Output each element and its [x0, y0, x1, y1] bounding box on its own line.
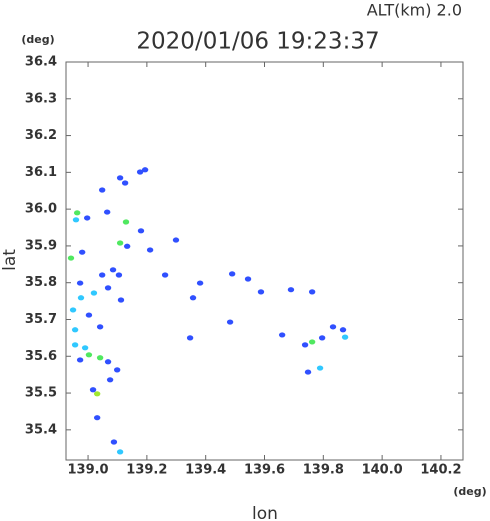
plot-frame	[65, 61, 464, 461]
echo-point	[98, 187, 106, 193]
y-tick-label: 35.4	[25, 422, 57, 437]
echo-point	[110, 439, 118, 445]
x-tick-label: 139.0	[67, 463, 108, 478]
echo-point	[141, 167, 149, 173]
echo-point	[73, 210, 81, 216]
echo-point	[109, 267, 117, 273]
echo-point	[121, 180, 129, 186]
echo-point	[136, 169, 144, 175]
echo-point	[71, 327, 79, 333]
echo-point	[85, 352, 93, 358]
echo-point	[104, 359, 112, 365]
x-tick-label: 140.0	[362, 463, 403, 478]
y-axis-label: lat	[0, 249, 20, 271]
echo-point	[329, 324, 337, 330]
echo-point	[83, 215, 91, 221]
echo-point	[244, 276, 252, 282]
echo-point	[137, 228, 145, 234]
y-tick-label: 36.1	[25, 165, 57, 180]
chart-title: 2020/01/06 19:23:37	[136, 29, 379, 55]
echo-point	[85, 312, 93, 318]
echo-point	[318, 335, 326, 341]
echo-point	[115, 272, 123, 278]
echo-point	[69, 307, 77, 313]
y-tick-label: 35.9	[25, 238, 57, 253]
echo-point	[226, 319, 234, 325]
echo-point	[106, 377, 114, 383]
echo-point	[123, 243, 131, 249]
echo-point	[116, 449, 124, 455]
y-tick-label: 36.3	[25, 91, 57, 106]
echo-point	[339, 327, 347, 333]
echo-point	[117, 297, 125, 303]
echo-point	[71, 342, 79, 348]
echo-point	[308, 289, 316, 295]
x-tick-label: 139.6	[244, 463, 285, 478]
x-tick-label: 139.2	[126, 463, 167, 478]
x-unit: (deg)	[453, 485, 486, 498]
echo-point	[96, 324, 104, 330]
echo-point	[76, 280, 84, 286]
echo-point	[301, 342, 309, 348]
echo-point	[93, 415, 101, 421]
y-tick-label: 36.2	[25, 128, 57, 143]
echo-point	[78, 249, 86, 255]
x-tick-label: 139.8	[303, 463, 344, 478]
y-tick-label: 35.5	[25, 386, 57, 401]
echo-point	[104, 285, 112, 291]
echo-point	[116, 175, 124, 181]
echo-point	[90, 290, 98, 296]
echo-point	[257, 289, 265, 295]
echo-point	[316, 365, 324, 371]
echo-point	[228, 271, 236, 277]
echo-point	[103, 209, 111, 215]
echo-point	[161, 272, 169, 278]
echo-point	[93, 391, 101, 397]
x-axis-label: lon	[252, 504, 278, 521]
echo-point	[67, 255, 75, 261]
altitude-header: ALT(km) 2.0	[367, 1, 462, 20]
y-tick-label: 35.8	[25, 275, 57, 290]
echo-point	[76, 357, 84, 363]
echo-point	[308, 339, 316, 345]
echo-point	[341, 334, 349, 340]
y-tick-label: 36.0	[25, 202, 57, 217]
echo-point	[304, 369, 312, 375]
echo-point	[116, 240, 124, 246]
echo-point	[146, 247, 154, 253]
echo-point	[81, 345, 89, 351]
y-tick-label: 36.4	[25, 55, 57, 70]
y-tick-label: 35.7	[25, 312, 57, 327]
echo-point	[278, 332, 286, 338]
echo-point	[89, 387, 97, 393]
echo-point	[172, 237, 180, 243]
echo-point	[287, 287, 295, 293]
echo-point	[122, 219, 130, 225]
y-unit: (deg)	[21, 33, 54, 46]
echo-point	[196, 280, 204, 286]
echo-point	[113, 367, 121, 373]
x-tick-label: 140.2	[420, 463, 461, 478]
echo-point	[96, 355, 104, 361]
echo-point	[98, 272, 106, 278]
echo-point	[72, 217, 80, 223]
echo-point	[186, 335, 194, 341]
echo-point	[189, 295, 197, 301]
y-tick-label: 35.6	[25, 349, 57, 364]
echo-point	[77, 295, 85, 301]
x-tick-label: 139.4	[185, 463, 226, 478]
